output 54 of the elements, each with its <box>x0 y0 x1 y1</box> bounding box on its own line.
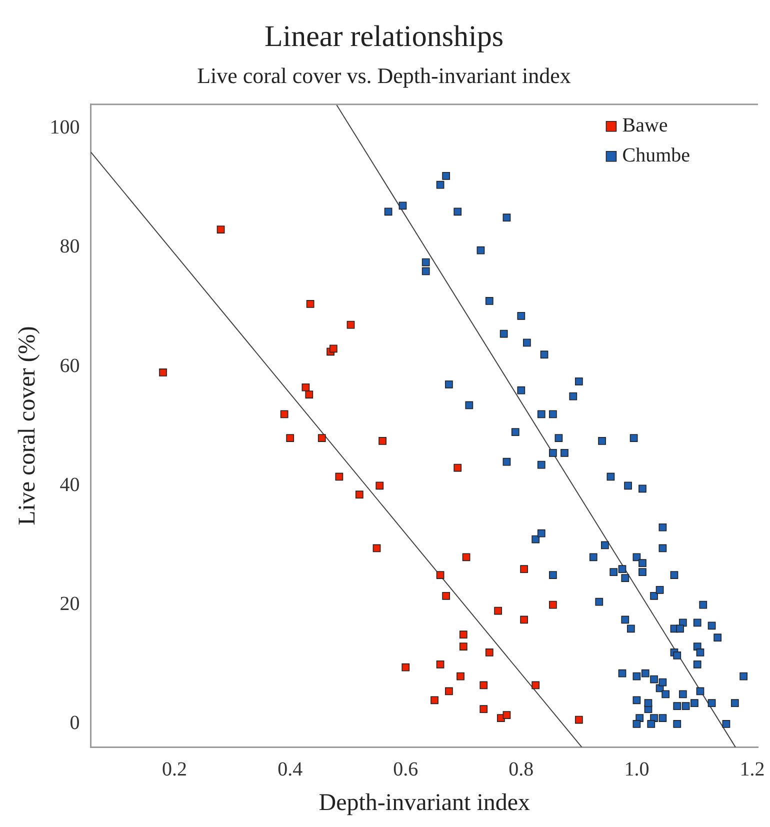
point <box>355 490 364 499</box>
legend-label: Chumbe <box>622 144 690 167</box>
point <box>280 410 288 418</box>
y-tick-label: 20 <box>60 593 80 616</box>
point <box>430 696 438 704</box>
chart-title: Linear relationships <box>264 20 504 53</box>
point <box>520 565 528 574</box>
point <box>378 437 386 445</box>
point <box>485 648 494 656</box>
y-axis-title: Live coral cover (%) <box>14 326 41 526</box>
point <box>445 687 453 696</box>
x-tick-label: 1.0 <box>624 758 650 780</box>
y-tick-label: 0 <box>70 712 80 734</box>
point <box>346 320 355 329</box>
point <box>456 672 464 680</box>
point <box>335 472 344 481</box>
legend-label: Bawe <box>622 114 668 137</box>
point <box>376 482 384 490</box>
point <box>402 663 410 672</box>
point <box>480 681 488 690</box>
point <box>159 368 167 376</box>
point <box>286 434 294 442</box>
x-tick-label: 0.4 <box>278 758 303 780</box>
x-tick-label: 0.2 <box>162 758 188 780</box>
point <box>548 600 557 609</box>
y-tick-label: 60 <box>60 354 80 377</box>
point <box>306 300 314 308</box>
chart-subtitle: Live coral cover vs. Depth-invariant index <box>197 62 571 88</box>
point <box>436 660 444 668</box>
point <box>302 383 310 392</box>
y-tick-label: 40 <box>60 474 80 496</box>
point <box>454 464 462 472</box>
point <box>329 344 338 353</box>
y-tick-label: 80 <box>60 236 80 258</box>
point <box>532 681 540 690</box>
y-tick-label: 100 <box>50 116 80 138</box>
x-tick-label: 1.2 <box>740 758 765 780</box>
x-axis-title: Depth-invariant index <box>318 790 530 816</box>
point <box>520 616 528 624</box>
point <box>436 571 444 579</box>
point <box>372 544 381 552</box>
point <box>494 606 502 615</box>
point <box>305 390 314 398</box>
point <box>442 592 450 600</box>
x-tick-label: 0.8 <box>508 758 534 780</box>
x-tick-label: 0.6 <box>393 758 418 780</box>
point <box>318 434 326 442</box>
point <box>462 553 470 562</box>
point <box>459 642 468 650</box>
point <box>480 705 488 714</box>
point <box>574 716 583 724</box>
point <box>216 226 225 234</box>
point <box>502 711 511 719</box>
point <box>459 630 468 639</box>
